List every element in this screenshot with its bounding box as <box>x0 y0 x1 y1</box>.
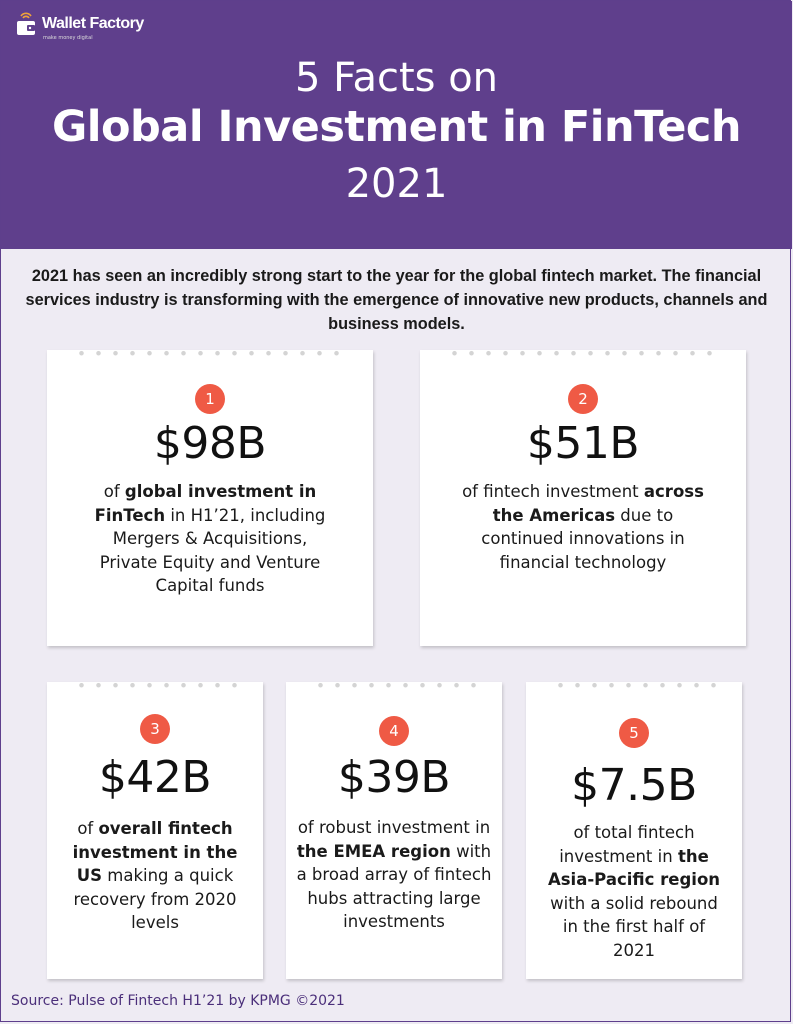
fact-card-5: 5 $7.5B of total fintech investment in t… <box>526 682 742 979</box>
fact-amount: $98B <box>153 418 267 469</box>
fact-card-3: 3 $42B of overall fintech investment in … <box>47 682 263 979</box>
fact-amount: $7.5B <box>571 760 697 811</box>
header-banner: Wallet Factory make money digital 5 Fact… <box>1 1 792 249</box>
wallet-icon <box>17 12 35 35</box>
fact-description: of fintech investment across the America… <box>420 480 746 574</box>
fact-amount: $42B <box>98 752 212 803</box>
fact-highlight-text: across the Americas <box>492 482 704 525</box>
brand-logo[interactable]: Wallet Factory make money digital <box>15 11 144 41</box>
notebook-holes <box>73 350 347 358</box>
fact-text: of robust investment in <box>297 818 491 837</box>
fact-text: with a broad array of fintech hubs attra… <box>296 841 492 932</box>
fact-text: with a solid rebound in the first half o… <box>550 893 718 960</box>
fact-number-badge: 1 <box>195 384 225 414</box>
fact-description: of global investment in FinTech in H1’21… <box>47 480 373 598</box>
fact-number-badge: 4 <box>379 716 409 746</box>
fact-description: of robust investment in the EMEA region … <box>286 816 502 934</box>
fact-text: of fintech investment <box>462 482 644 501</box>
fact-highlight-text: global investment in FinTech <box>94 482 317 525</box>
fact-highlight-text: overall fintech investment in the US <box>72 819 238 885</box>
fact-amount: $51B <box>526 418 640 469</box>
source-citation: Source: Pulse of Fintech H1’21 by KPMG ©… <box>11 993 345 1009</box>
fact-text: in H1’21, including Mergers & Acquisitio… <box>99 505 326 596</box>
fact-description: of overall fintech investment in the US … <box>47 817 263 935</box>
fact-number-badge: 5 <box>619 718 649 748</box>
notebook-holes <box>552 682 716 690</box>
fact-number-badge: 3 <box>140 714 170 744</box>
fact-card-1: 1 $98B of global investment in FinTech i… <box>47 350 373 646</box>
fact-description: of total fintech investment in the Asia-… <box>526 821 742 962</box>
fact-number-badge: 2 <box>568 384 598 414</box>
notebook-holes <box>312 682 476 690</box>
fact-text: making a quick recovery from 2020 levels <box>73 866 237 932</box>
fact-highlight-text: the EMEA region <box>296 841 451 861</box>
title-line-1: 5 Facts on <box>294 55 499 101</box>
fact-card-4: 4 $39B of robust investment in the EMEA … <box>286 682 502 979</box>
title-line-3: 2021 <box>345 161 448 207</box>
notebook-holes <box>73 682 237 690</box>
fact-text: of <box>103 482 125 501</box>
fact-card-2: 2 $51B of fintech investment across the … <box>420 350 746 646</box>
fact-amount: $39B <box>337 752 451 803</box>
fact-text: of <box>77 819 99 838</box>
fact-text: due to continued innovations in financia… <box>481 505 685 572</box>
fact-highlight-text: the Asia-Pacific region <box>547 846 721 890</box>
intro-text: 2021 has seen an incredibly strong start… <box>25 267 768 333</box>
notebook-holes <box>446 350 720 358</box>
fact-text: of total fintech investment in <box>559 823 695 866</box>
title-line-2: Global Investment in FinTech <box>51 102 742 152</box>
logo-name: Wallet Factory <box>42 15 144 32</box>
logo-tagline: make money digital <box>43 35 93 41</box>
